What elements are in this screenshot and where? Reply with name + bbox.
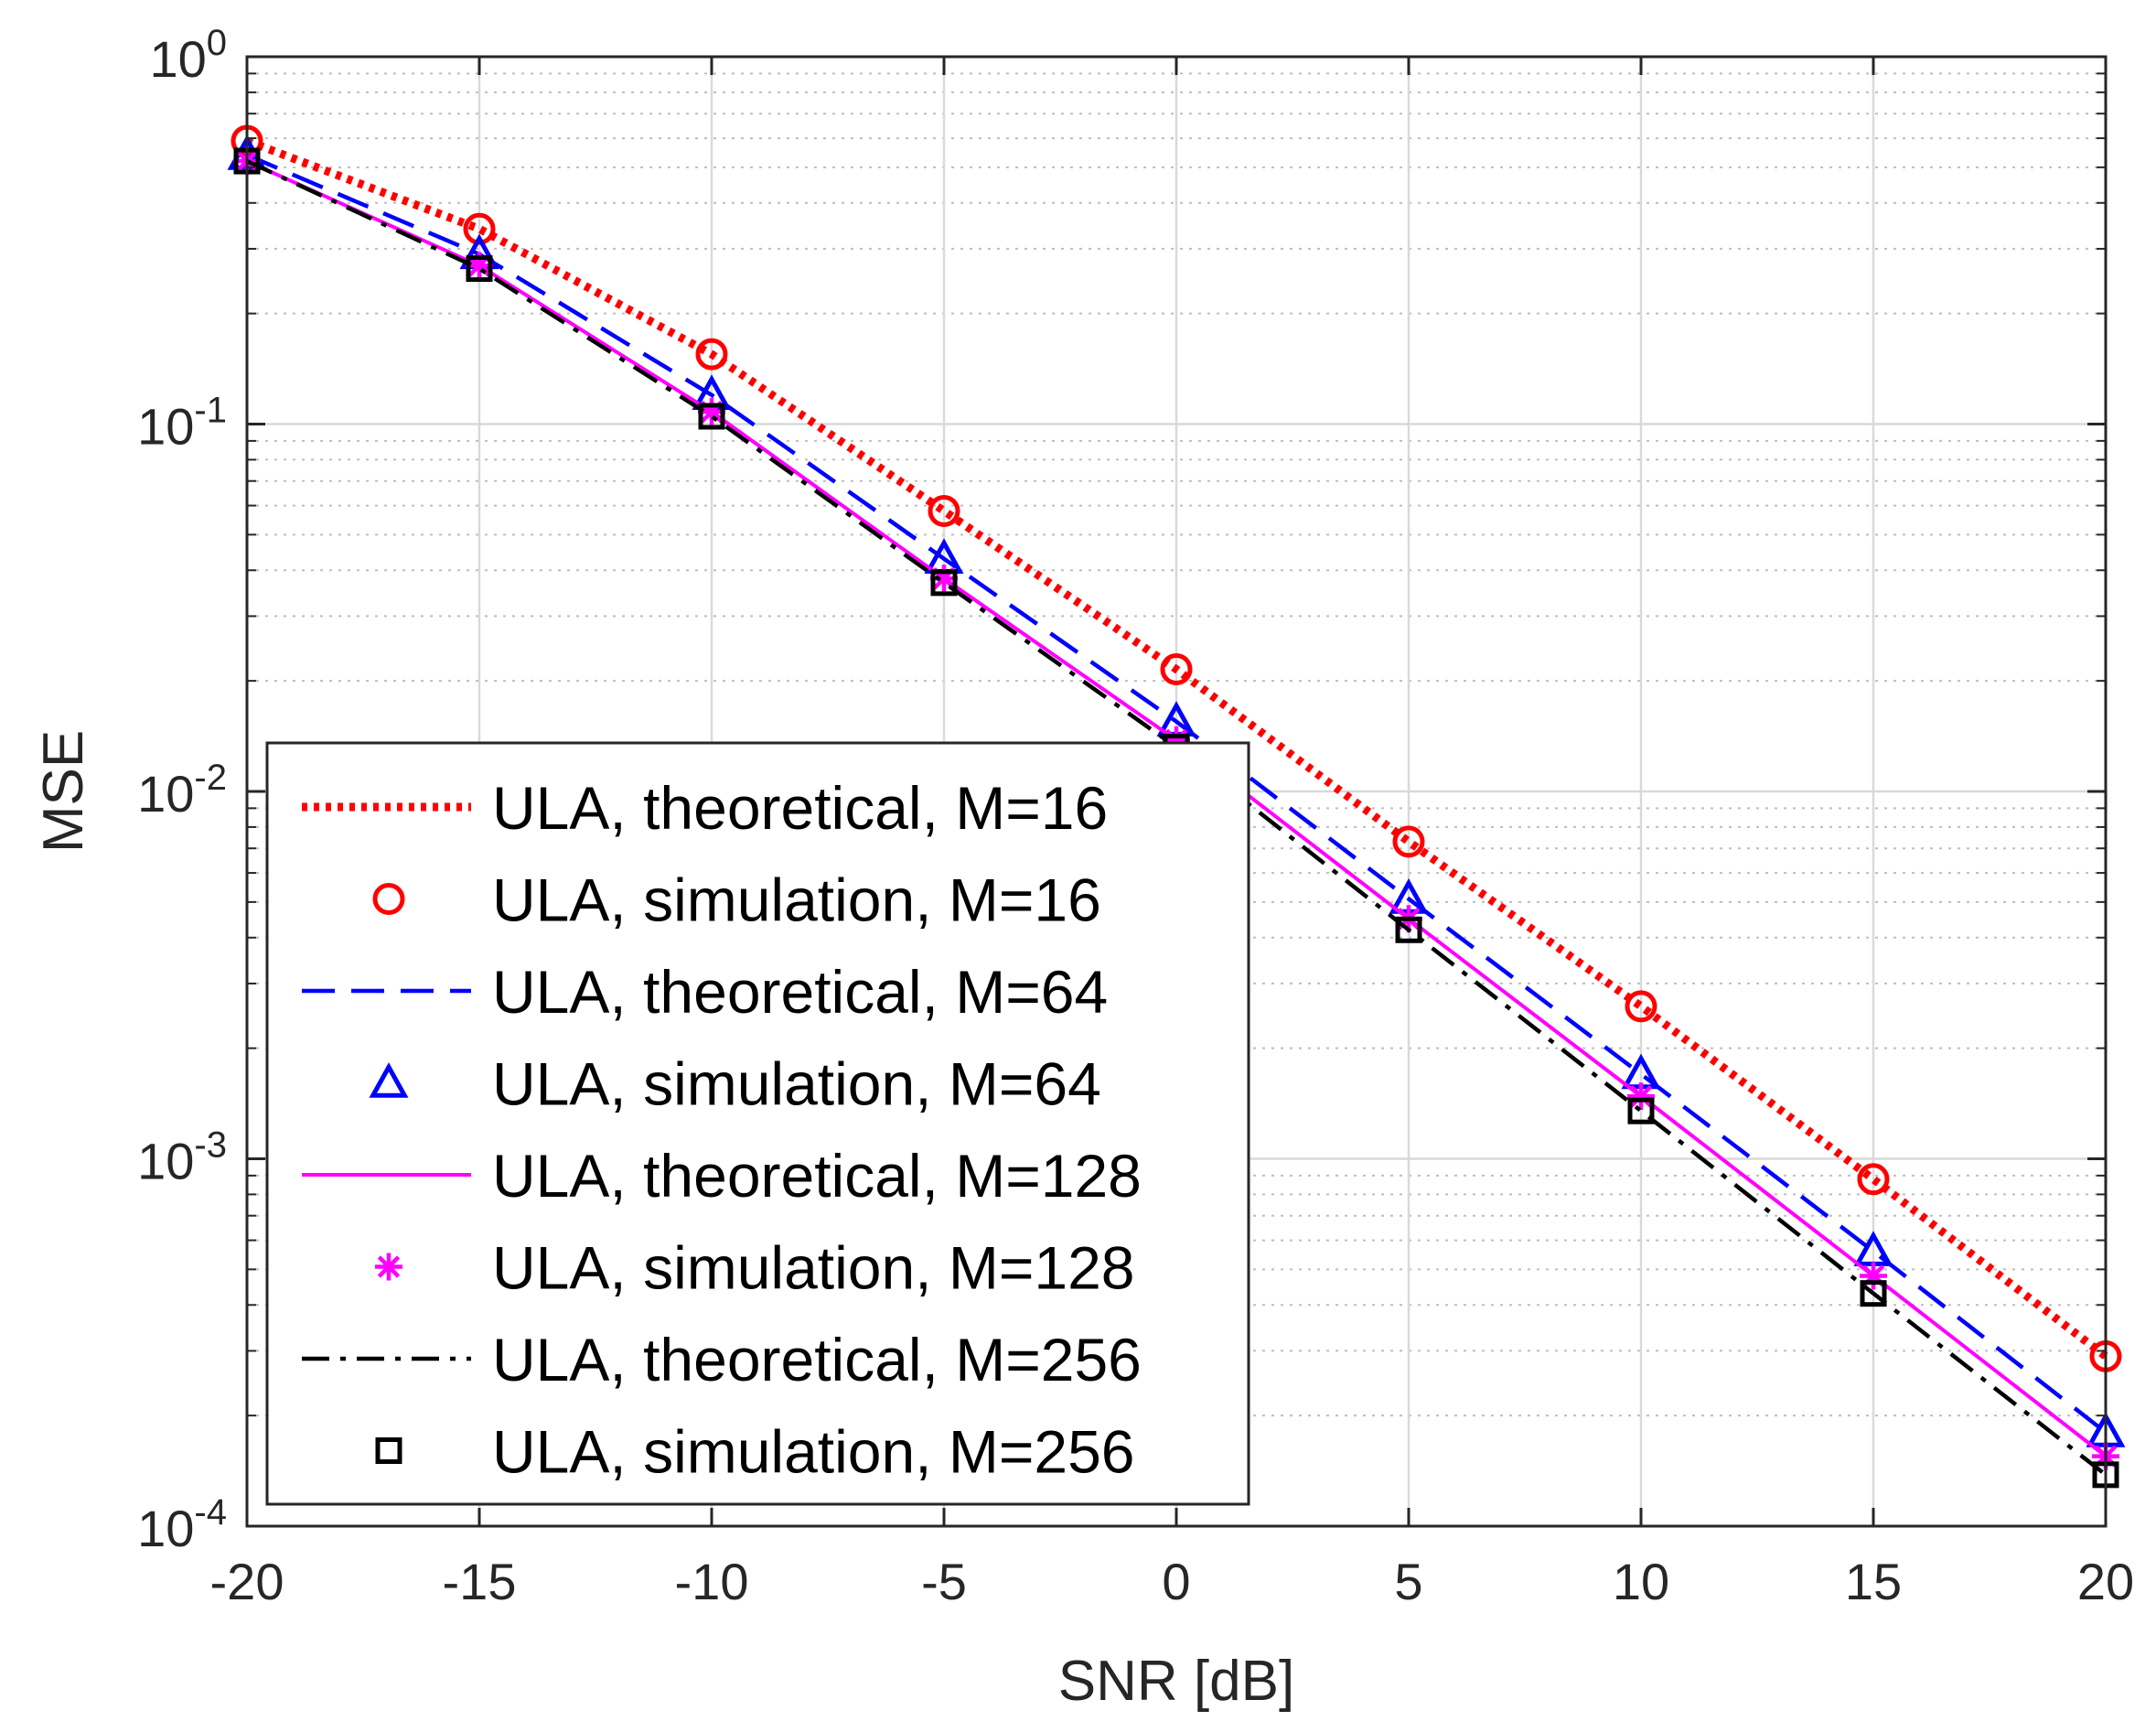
y-tick-label: 10-2 (137, 758, 227, 823)
circle-marker (928, 494, 960, 527)
x-tick-label: -20 (210, 1553, 284, 1610)
legend-label: ULA, simulation, M=128 (492, 1234, 1135, 1302)
legend-entry: ULA, simulation, M=128 (375, 1234, 1135, 1302)
x-tick-labels: -20 -15 -10 -5 0 5 10 15 20 (210, 1553, 2135, 1610)
legend-entry: ULA, theoretical, M=16 (302, 774, 1108, 842)
series-0 (245, 136, 2108, 1360)
x-tick-label: 15 (1845, 1553, 1902, 1610)
data-point (1857, 1163, 1890, 1196)
triangle-marker (369, 1062, 409, 1098)
data-point (1860, 1280, 1887, 1307)
square-marker (930, 569, 958, 597)
legend: ULA, theoretical, M=16 ULA, simulation, M… (265, 741, 1250, 1506)
series-line (246, 153, 2108, 1435)
y-tick-label: 10-1 (137, 391, 227, 456)
square-marker (375, 1437, 402, 1464)
series-2 (246, 153, 2108, 1435)
legend-entry: ULA, simulation, M=16 (372, 866, 1101, 934)
data-point (1625, 990, 1657, 1023)
x-tick-label: -5 (921, 1553, 967, 1610)
square-marker (466, 255, 493, 283)
square-marker (1860, 1280, 1887, 1307)
x-tick-label: -15 (443, 1553, 517, 1610)
square-marker (1395, 916, 1422, 943)
data-point (466, 255, 493, 283)
legend-entry: ULA, simulation, M=64 (369, 1050, 1101, 1118)
x-tick-label: 5 (1394, 1553, 1422, 1610)
data-point (930, 569, 958, 597)
y-axis-label: MSE (32, 730, 95, 853)
y-tick-exponent: -2 (194, 758, 227, 798)
y-tick-label: 10-4 (137, 1492, 227, 1557)
legend-label: ULA, theoretical, M=16 (492, 774, 1108, 842)
x-tick-label: 20 (2077, 1553, 2134, 1610)
legend-box (265, 741, 1250, 1506)
circle-marker (695, 338, 728, 371)
data-point (695, 338, 728, 371)
y-tick-label: 10-3 (137, 1125, 227, 1190)
circle-marker (372, 883, 405, 915)
circle-marker (1857, 1163, 1890, 1196)
y-tick-base: 10 (137, 1133, 194, 1190)
legend-entry: ULA, theoretical, M=256 (302, 1326, 1142, 1393)
data-point (1392, 825, 1425, 858)
x-axis-label: SNR [dB] (1058, 1650, 1294, 1713)
y-tick-label: 100 (149, 23, 227, 88)
circle-marker (1625, 990, 1657, 1023)
x-tick-label: 0 (1162, 1553, 1190, 1610)
asterisk-stroke (1629, 1084, 1653, 1108)
x-tick-label: 10 (1613, 1553, 1669, 1610)
data-point (1627, 1097, 1655, 1124)
square-marker (698, 403, 725, 430)
axes (245, 55, 2108, 1528)
y-tick-base: 10 (149, 30, 206, 88)
data-point (928, 494, 960, 527)
y-tick-exponent: -3 (194, 1125, 227, 1166)
asterisk-marker (375, 1253, 402, 1281)
circle-marker (1392, 825, 1425, 858)
y-tick-base: 10 (137, 1500, 194, 1557)
legend-entry: ULA, theoretical, M=64 (302, 958, 1108, 1026)
y-tick-exponent: 0 (207, 23, 227, 63)
y-tick-base: 10 (137, 765, 194, 823)
legend-entry: ULA, simulation, M=256 (375, 1418, 1135, 1486)
legend-label: ULA, simulation, M=256 (492, 1418, 1135, 1486)
asterisk-stroke (377, 1255, 401, 1278)
legend-label: ULA, simulation, M=64 (492, 1050, 1101, 1118)
y-tick-base: 10 (137, 398, 194, 456)
square-marker (1627, 1097, 1655, 1124)
legend-label: ULA, theoretical, M=128 (492, 1142, 1142, 1210)
circle-marker (1160, 653, 1193, 686)
legend-label: ULA, theoretical, M=64 (492, 958, 1108, 1026)
legend-label: ULA, simulation, M=16 (492, 866, 1101, 934)
legend-entry: ULA, theoretical, M=128 (302, 1142, 1142, 1210)
data-point (698, 403, 725, 430)
x-tick-label: -10 (675, 1553, 749, 1610)
y-tick-exponent: -4 (194, 1492, 227, 1533)
data-point (1160, 653, 1193, 686)
data-point (1395, 916, 1422, 943)
legend-label: ULA, theoretical, M=256 (492, 1326, 1142, 1393)
data-point (1627, 1082, 1655, 1111)
series-line (245, 136, 2108, 1360)
asterisk-marker (1627, 1082, 1655, 1111)
y-tick-exponent: -1 (194, 391, 227, 431)
